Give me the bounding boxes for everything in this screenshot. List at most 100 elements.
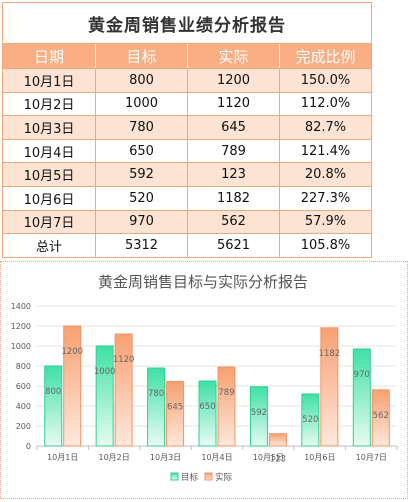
cell-ratio: 57.9% [279, 209, 372, 235]
bar-target [249, 386, 268, 447]
bar-value-label: 1200 [61, 347, 83, 357]
cell-date: 10月3日 [2, 115, 96, 140]
legend-label: 实际 [215, 472, 233, 483]
total-actual: 5621 [187, 233, 280, 258]
header-target: 目标 [95, 43, 188, 69]
y-tick-label: 1400 [11, 302, 31, 311]
table-row: 10月6日 520 1182 227.3% [2, 185, 372, 211]
bar-target [44, 365, 63, 447]
table-row: 10月5日 592 123 20.8% [2, 162, 372, 187]
bar-value-label: 650 [199, 402, 215, 412]
table-row: 10月3日 780 645 82.7% [2, 115, 372, 140]
bar-actual [268, 433, 287, 447]
bar-value-label: 789 [218, 388, 234, 398]
cell-target: 592 [95, 162, 188, 187]
bar-target [147, 367, 166, 447]
y-tick-label: 1000 [11, 342, 31, 351]
bar-target [198, 380, 217, 447]
cell-target: 970 [95, 209, 188, 235]
cell-target: 780 [95, 115, 188, 140]
bar-target [301, 393, 320, 447]
table-row: 10月7日 970 562 57.9% [2, 209, 372, 235]
x-tick-label: 10月2日 [99, 453, 130, 462]
bar-actual [217, 366, 236, 447]
header-ratio: 完成比例 [279, 43, 372, 69]
cell-ratio: 150.0% [279, 68, 372, 93]
bar-value-label: 800 [45, 387, 61, 397]
bar-value-label: 123 [270, 455, 286, 465]
cell-date: 10月5日 [2, 162, 96, 187]
bar-target [352, 348, 371, 447]
legend-swatch [170, 472, 179, 481]
cell-target: 650 [95, 138, 188, 164]
cell-actual: 1120 [187, 91, 280, 117]
bar-value-label: 592 [251, 408, 267, 418]
header-actual: 实际 [187, 43, 280, 69]
table-total-row: 总计 5312 5621 105.8% [2, 233, 372, 258]
cell-actual: 1200 [187, 68, 280, 93]
bar-target [95, 345, 114, 447]
chart-title: 黄金周销售目标与实际分析报告 [98, 273, 308, 291]
cell-actual: 562 [187, 209, 280, 235]
chart-panel: 黄金周销售目标与实际分析报告 800 1200 1000 1120 780 645 650 7… [0, 261, 408, 499]
legend-label: 目标 [181, 472, 199, 483]
cell-date: 10月1日 [2, 68, 96, 93]
cell-actual: 123 [187, 162, 280, 187]
bar-value-label: 562 [373, 411, 389, 421]
table-row: 10月1日 800 1200 150.0% [2, 68, 372, 93]
cell-actual: 645 [187, 115, 280, 140]
x-tick-label: 10月5日 [253, 453, 284, 462]
bar-actual [114, 333, 133, 447]
total-label: 总计 [2, 233, 96, 258]
bar-value-label: 780 [148, 389, 164, 399]
cell-ratio: 20.8% [279, 162, 372, 187]
table-title: 黄金周销售业绩分析报告 [2, 2, 372, 44]
cell-target: 800 [95, 68, 188, 93]
x-tick-label: 10月4日 [201, 453, 232, 462]
bar-value-label: 645 [167, 403, 183, 413]
table-header-row: 日期 目标 实际 完成比例 [2, 43, 372, 69]
bar-value-label: 520 [302, 415, 318, 425]
x-tick-label: 10月6日 [304, 453, 335, 462]
cell-actual: 1182 [187, 185, 280, 211]
y-tick-label: 1200 [11, 322, 31, 331]
x-tick-label: 10月3日 [150, 453, 181, 462]
cell-date: 10月6日 [2, 185, 96, 211]
y-tick-label: 0 [26, 442, 31, 451]
y-tick-label: 400 [16, 402, 31, 411]
bar-actual [63, 325, 82, 447]
cell-target: 520 [95, 185, 188, 211]
table-row: 10月4日 650 789 121.4% [2, 138, 372, 164]
cell-ratio: 112.0% [279, 91, 372, 117]
sales-report-table: 黄金周销售业绩分析报告 日期 目标 实际 完成比例 10月1日 800 1200… [2, 2, 372, 258]
bar-actual [320, 327, 339, 447]
x-tick-label: 10月7日 [356, 453, 387, 462]
bar-value-label: 1000 [94, 367, 116, 377]
table-row: 10月2日 1000 1120 112.0% [2, 91, 372, 117]
cell-date: 10月7日 [2, 209, 96, 235]
cell-date: 10月4日 [2, 138, 96, 164]
bar-actual [371, 389, 390, 447]
axis-layer: 0 200 400 600 800 1000 1200 1400 10月1日 10月2日 10月3日… [11, 302, 398, 462]
cell-actual: 789 [187, 138, 280, 164]
cell-ratio: 227.3% [279, 185, 372, 211]
bar-value-label: 970 [354, 370, 370, 380]
cell-target: 1000 [95, 91, 188, 117]
cell-date: 10月2日 [2, 91, 96, 117]
header-date: 日期 [2, 43, 96, 69]
bar-actual [166, 381, 185, 447]
y-tick-label: 800 [16, 362, 31, 371]
cell-ratio: 82.7% [279, 115, 372, 140]
total-target: 5312 [95, 233, 188, 258]
legend: 目标 实际 [170, 472, 233, 483]
bar-value-label: 1182 [319, 349, 341, 359]
bar-value-label: 1120 [113, 355, 135, 365]
total-ratio: 105.8% [279, 233, 372, 258]
legend-swatch [204, 472, 213, 481]
grid-layer [37, 305, 397, 447]
y-tick-label: 600 [16, 382, 31, 391]
y-tick-label: 200 [16, 422, 31, 431]
cell-ratio: 121.4% [279, 138, 372, 164]
